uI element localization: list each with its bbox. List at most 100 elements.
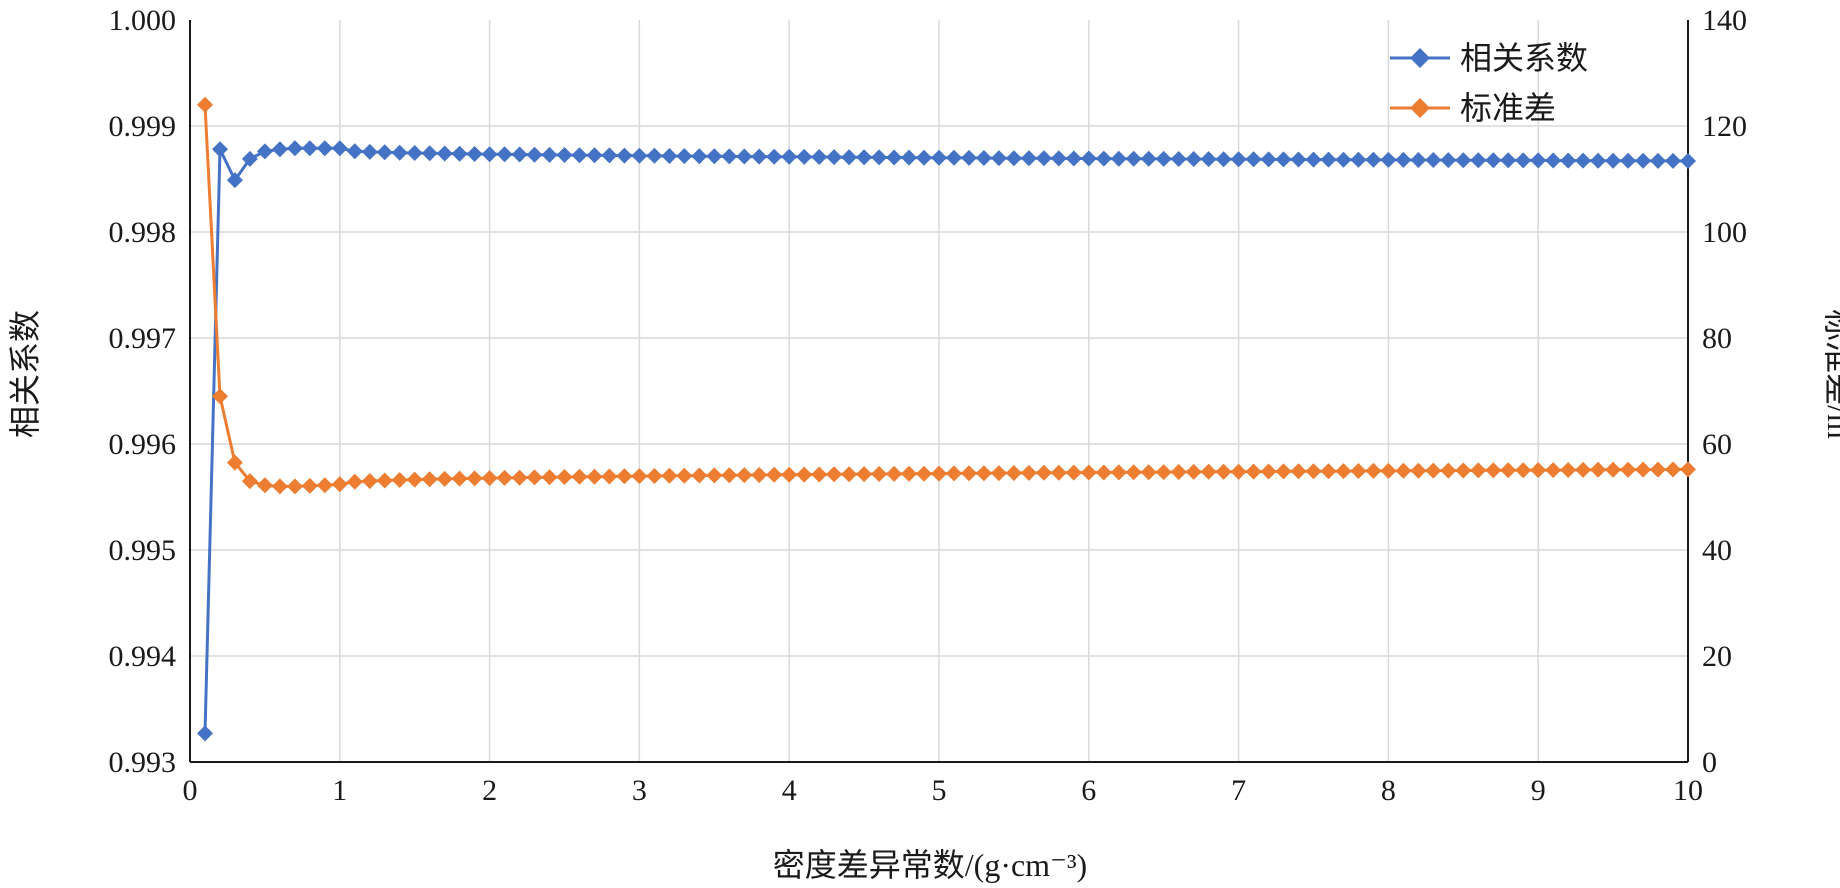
x-tick-label: 5 — [932, 774, 947, 807]
x-tick-label: 10 — [1673, 774, 1703, 807]
data-point-marker — [856, 466, 873, 483]
data-point-marker — [391, 144, 408, 161]
data-point-marker — [1200, 463, 1217, 480]
data-point-marker — [1590, 461, 1607, 478]
data-point-marker — [556, 469, 573, 485]
y-left-tick-label: 1.000 — [109, 4, 177, 37]
y-right-tick-label: 20 — [1702, 640, 1732, 673]
data-point-marker — [751, 148, 768, 165]
data-point-marker — [631, 468, 648, 485]
data-point-marker — [1140, 464, 1157, 481]
data-point-marker — [1065, 150, 1082, 167]
data-point-marker — [901, 465, 917, 482]
data-point-marker — [1260, 151, 1277, 168]
data-point-marker — [1605, 461, 1622, 478]
data-point-marker — [1470, 152, 1487, 169]
y-left-tick-label: 0.993 — [109, 746, 177, 779]
data-point-marker — [197, 96, 213, 113]
data-point-marker — [451, 145, 468, 162]
data-point-marker — [1290, 463, 1307, 480]
data-point-marker — [1530, 152, 1547, 169]
data-point-marker — [1620, 461, 1637, 478]
data-point-marker — [886, 465, 903, 482]
y-left-tick-label: 0.994 — [109, 640, 177, 673]
data-point-marker — [1080, 464, 1097, 481]
data-point-marker — [571, 468, 588, 485]
y-right-tick-label: 100 — [1702, 216, 1747, 249]
data-point-marker — [1425, 462, 1442, 479]
data-point-marker — [1200, 151, 1217, 168]
data-point-marker — [1635, 152, 1652, 169]
data-point-marker — [811, 149, 828, 165]
data-point-marker — [1455, 152, 1472, 169]
y-axis-left-title: 相关系数 — [7, 310, 43, 438]
data-point-marker — [421, 145, 438, 162]
data-point-marker — [481, 146, 498, 163]
data-point-marker — [406, 471, 423, 488]
y-right-tick-label: 80 — [1702, 322, 1732, 355]
data-point-marker — [1170, 464, 1187, 480]
data-point-marker — [586, 468, 603, 485]
data-point-marker — [1650, 461, 1666, 478]
data-point-marker — [886, 149, 903, 166]
y-right-tick-label: 40 — [1702, 534, 1732, 567]
data-point-marker — [616, 468, 633, 485]
data-point-marker — [1395, 462, 1412, 479]
data-point-marker — [1680, 153, 1696, 169]
data-point-marker — [646, 147, 663, 164]
data-point-marker — [1545, 462, 1562, 479]
data-point-marker — [871, 466, 888, 482]
data-point-marker — [466, 470, 483, 487]
data-point-marker — [1410, 462, 1427, 479]
data-point-marker — [586, 147, 603, 164]
data-point-marker — [316, 140, 333, 157]
data-point-marker — [1545, 152, 1562, 169]
data-point-marker — [796, 466, 813, 483]
data-point-marker — [811, 466, 828, 483]
data-point-marker — [526, 146, 543, 163]
data-point-marker — [1410, 152, 1427, 168]
data-point-marker — [1440, 462, 1457, 479]
data-point-marker — [481, 470, 498, 487]
data-point-marker — [436, 470, 453, 487]
data-point-marker — [1185, 463, 1202, 480]
data-point-marker — [766, 148, 783, 165]
data-point-marker — [451, 470, 468, 487]
data-point-marker — [1275, 151, 1292, 168]
data-point-marker — [975, 150, 992, 166]
legend-marker-std — [1410, 98, 1430, 118]
data-point-marker — [271, 141, 288, 158]
data-point-marker — [1125, 150, 1142, 167]
x-tick-label: 7 — [1231, 774, 1246, 807]
data-point-marker — [781, 148, 798, 165]
data-point-marker — [841, 466, 858, 483]
data-point-marker — [511, 469, 528, 486]
data-point-marker — [1485, 462, 1502, 479]
data-point-marker — [751, 467, 768, 483]
data-point-marker — [721, 467, 738, 484]
data-point-marker — [1035, 464, 1052, 481]
data-point-marker — [241, 473, 258, 490]
data-point-marker — [961, 149, 977, 166]
data-point-marker — [421, 471, 438, 488]
legend-item: 标准差 — [1390, 90, 1556, 126]
data-point-marker — [331, 140, 348, 157]
data-point-marker — [1215, 151, 1232, 168]
tick-labels: 0 1 2 3 4 5 6 7 8 9 10 0.993 0.994 0.995 0.996 0.997 0.9… — [109, 4, 1748, 807]
data-point-marker — [661, 148, 678, 164]
data-point-marker — [1335, 151, 1352, 168]
data-point-marker — [601, 147, 618, 164]
data-point-marker — [1395, 151, 1412, 168]
data-point-marker — [721, 148, 738, 165]
data-point-marker — [1110, 464, 1127, 481]
data-point-marker — [511, 146, 528, 163]
data-point-marker — [1560, 462, 1577, 478]
data-point-marker — [1020, 150, 1037, 167]
data-point-marker — [1110, 150, 1127, 167]
data-point-marker — [212, 141, 228, 158]
x-axis-title: 密度差异常数/(g·cm⁻³) — [773, 847, 1087, 883]
data-point-marker — [1275, 463, 1292, 480]
data-point-marker — [706, 148, 723, 165]
data-point-marker — [1005, 465, 1022, 481]
